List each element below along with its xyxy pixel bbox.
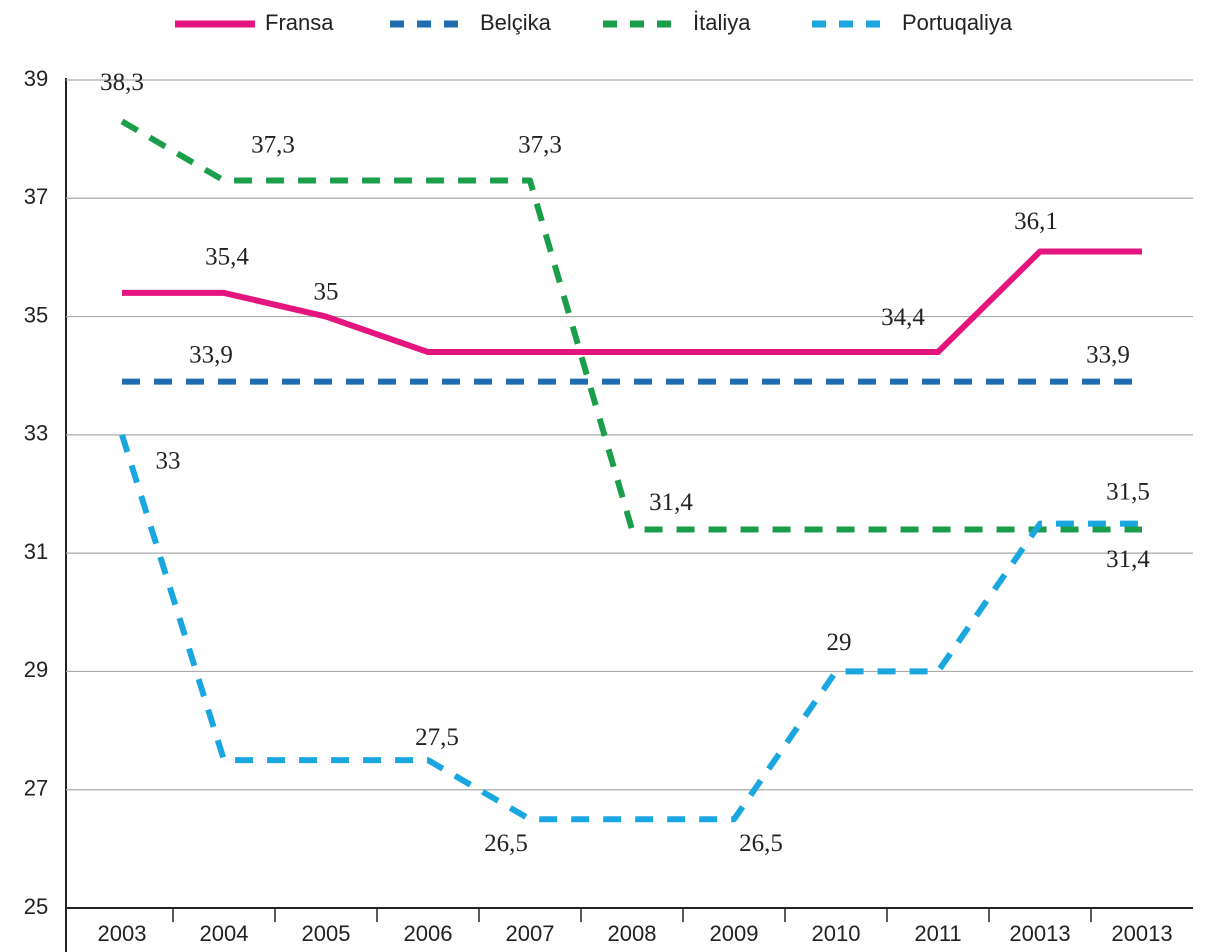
x-tick-label: 2003 <box>98 921 147 946</box>
data-label: 33 <box>156 448 181 475</box>
x-tick-label: 2011 <box>914 921 961 946</box>
data-label: 26,5 <box>739 830 783 857</box>
x-tick-label: 2005 <box>302 921 351 946</box>
legend-label: İtaliya <box>693 10 751 35</box>
series-line <box>122 248 1142 356</box>
data-label: 38,3 <box>100 69 144 96</box>
x-tick-label: 2010 <box>812 921 861 946</box>
data-label: 31,4 <box>1106 546 1150 573</box>
x-tick-label: 2009 <box>710 921 759 946</box>
legend-label: Portuqaliya <box>902 10 1013 35</box>
x-tick-label: 2006 <box>404 921 453 946</box>
data-label: 37,3 <box>518 131 562 158</box>
data-label: 34,4 <box>881 304 925 331</box>
x-tick-label: 2007 <box>506 921 555 946</box>
legend-label: Belçika <box>480 10 552 35</box>
data-label: 35,4 <box>205 244 249 271</box>
data-label: 31,4 <box>649 489 693 516</box>
y-tick-label: 29 <box>24 657 48 682</box>
data-label: 33,9 <box>1086 341 1130 368</box>
x-tick-label: 20013 <box>1111 921 1172 946</box>
y-tick-label: 35 <box>24 302 48 327</box>
data-label: 36,1 <box>1014 208 1058 235</box>
y-tick-label: 33 <box>24 421 48 446</box>
x-tick-label: 20013 <box>1009 921 1070 946</box>
legend-label: Fransa <box>265 10 334 35</box>
data-label: 37,3 <box>251 131 295 158</box>
y-tick-label: 27 <box>24 776 48 801</box>
data-label: 33,9 <box>189 341 233 368</box>
data-label: 35 <box>314 278 339 305</box>
data-label: 29 <box>827 629 852 656</box>
series-line <box>119 433 1142 823</box>
y-tick-label: 25 <box>24 894 48 919</box>
y-tick-label: 31 <box>24 539 48 564</box>
x-tick-label: 2008 <box>608 921 657 946</box>
x-tick-label: 2004 <box>200 921 249 946</box>
y-tick-label: 39 <box>24 66 48 91</box>
data-label: 31,5 <box>1106 478 1150 505</box>
series-line <box>120 118 1142 533</box>
y-tick-label: 37 <box>24 184 48 209</box>
data-label: 27,5 <box>415 724 459 751</box>
data-label: 26,5 <box>484 830 528 857</box>
